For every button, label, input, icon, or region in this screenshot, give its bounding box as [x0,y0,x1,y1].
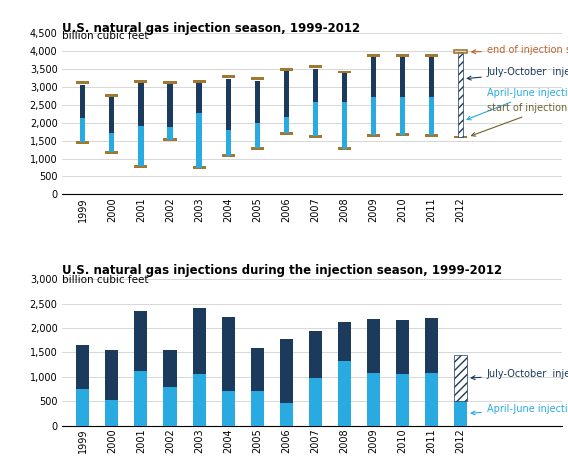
Bar [309,331,322,378]
Bar [105,400,118,426]
Bar [164,386,177,426]
Bar [109,133,115,152]
Bar [279,403,293,426]
Text: April-June injection: April-June injection [467,88,568,120]
Bar [76,345,89,389]
Text: U.S. natural gas injections during the injection season, 1999-2012: U.S. natural gas injections during the i… [62,264,503,277]
Bar [80,85,85,118]
Bar [396,54,409,57]
Bar [309,378,322,426]
Bar [425,54,438,57]
Text: billion cubic feet: billion cubic feet [62,275,149,285]
Bar [454,51,467,53]
Bar [164,138,177,141]
Bar [105,151,118,154]
Bar [338,148,351,150]
Bar [105,94,118,97]
Text: U.S. natural gas injection season, 1999-2012: U.S. natural gas injection season, 1999-… [62,22,361,35]
Bar [222,154,235,157]
Bar [454,355,467,401]
Bar [429,96,434,135]
Text: start of injection season: start of injection season [471,104,568,136]
Bar [396,374,409,426]
Bar [197,113,202,167]
Bar [367,134,380,137]
Bar [193,166,206,169]
Bar [454,401,467,426]
Bar [396,133,409,136]
Bar [371,57,376,97]
Text: April-June injection: April-June injection [471,403,568,415]
Bar [225,79,231,130]
Bar [371,97,376,135]
Bar [222,317,235,391]
Bar [135,80,148,83]
Bar [279,339,293,403]
Bar [279,131,293,134]
Bar [250,147,264,149]
Bar [458,52,463,137]
Bar [164,350,177,386]
Bar [250,391,264,426]
Bar [342,73,347,102]
Bar [313,102,318,136]
Bar [139,82,144,126]
Bar [250,78,264,80]
Text: July-October  injection: July-October injection [471,369,568,380]
Bar [80,118,85,142]
Bar [338,361,351,426]
Bar [139,126,144,166]
Bar [197,82,202,113]
Bar [279,68,293,71]
Bar [168,84,173,127]
Bar [254,123,260,148]
Bar [400,96,405,134]
Bar [338,322,351,361]
Bar [429,57,434,96]
Bar [105,350,118,400]
Bar [396,320,409,374]
Bar [367,319,380,373]
Bar [367,54,380,57]
Bar [309,65,322,68]
Bar [309,135,322,138]
Bar [425,134,438,137]
Bar [109,97,115,133]
Bar [342,102,347,149]
Bar [193,80,206,83]
Bar [135,311,148,371]
Bar [225,130,231,156]
Bar [425,373,438,426]
Bar [283,70,289,117]
Bar [313,69,318,102]
Bar [164,81,177,84]
Bar [454,136,467,139]
Bar [425,318,438,373]
Bar [400,57,405,96]
Bar [135,371,148,426]
Bar [76,141,89,144]
Bar [222,75,235,78]
Bar [222,391,235,426]
Bar [367,373,380,426]
Bar [193,308,206,375]
Bar [76,81,89,84]
Bar [168,127,173,140]
Bar [76,389,89,426]
Bar [193,375,206,426]
Text: end of injection season: end of injection season [472,45,568,55]
Text: billion cubic feet: billion cubic feet [62,32,149,42]
Bar [338,70,351,73]
Bar [135,165,148,167]
Bar [283,117,289,133]
Bar [254,81,260,123]
Text: July-October  injection: July-October injection [467,67,568,80]
Bar [250,349,264,391]
